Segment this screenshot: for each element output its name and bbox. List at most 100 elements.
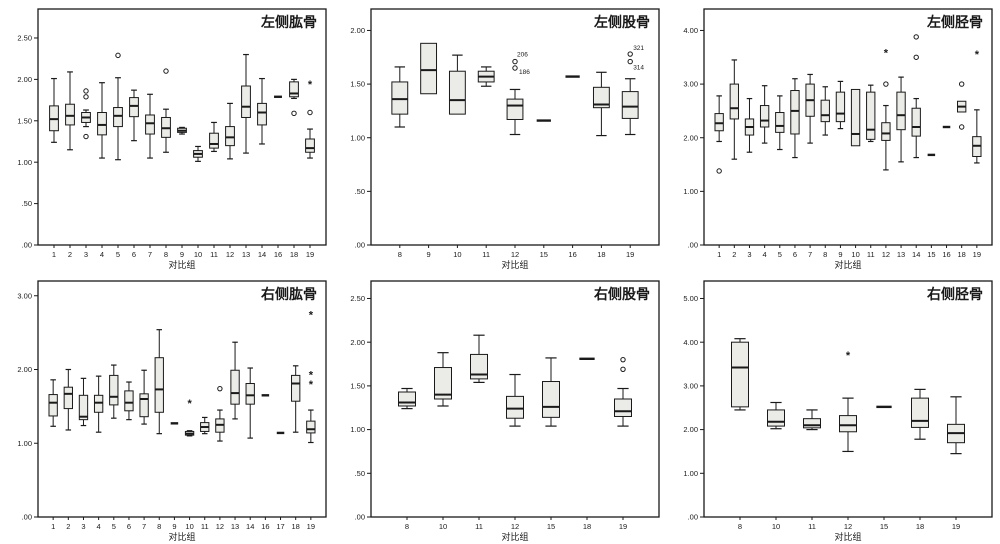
chart-title: 右侧胫骨 — [926, 286, 983, 302]
y-tick-label: .50 — [355, 469, 365, 478]
y-tick-label: 2.00 — [350, 26, 365, 35]
x-tick-label: 3 — [81, 522, 85, 531]
x-tick-label: 10 — [185, 522, 193, 531]
y-tick-label: 1.50 — [350, 381, 365, 390]
extreme-asterisk: * — [846, 350, 851, 362]
outlier-circle — [627, 51, 633, 57]
outlier-circle — [913, 34, 919, 40]
box — [506, 98, 524, 120]
outlier-circle — [83, 88, 89, 94]
x-tick-label: 11 — [808, 522, 816, 531]
box — [97, 112, 107, 136]
box — [850, 88, 861, 147]
extreme-asterisk: * — [884, 48, 889, 60]
x-tick-label: 16 — [274, 250, 282, 259]
box — [63, 386, 73, 410]
box — [592, 86, 610, 109]
x-tick-label: 14 — [912, 250, 920, 259]
chart-title: 左侧股骨 — [593, 14, 650, 30]
panel-right-femur: .00 .50 1.00 1.50 2.00 2.50 8 10 11 12 15 18 19 对比组 右侧… — [333, 272, 666, 544]
box — [245, 383, 255, 405]
chart-title: 左侧肱骨 — [260, 14, 317, 30]
x-tick-label: 8 — [738, 522, 742, 531]
x-tick-label: 13 — [231, 522, 239, 531]
x-tick-label: 2 — [732, 250, 736, 259]
box — [230, 369, 240, 405]
x-tick-label: 18 — [292, 522, 300, 531]
y-tick-label: .00 — [22, 241, 32, 250]
y-tick-label: 1.00 — [17, 158, 32, 167]
x-tick-label: 16 — [568, 250, 576, 259]
y-tick-label: 3.00 — [683, 381, 698, 390]
box — [129, 97, 139, 118]
x-tick-label: 15 — [880, 522, 888, 531]
outlier-circle — [307, 109, 313, 116]
x-axis-label: 对比组 — [168, 259, 195, 270]
box — [614, 398, 632, 417]
y-tick-label: 2.00 — [350, 338, 365, 347]
x-tick-label: 6 — [793, 250, 797, 259]
y-tick-label: 1.50 — [17, 116, 32, 125]
box — [803, 418, 821, 429]
x-tick-label: 10 — [439, 522, 447, 531]
outlier-circle — [83, 133, 89, 140]
x-tick-label: 18 — [597, 250, 605, 259]
x-axis-label: 对比组 — [501, 531, 528, 542]
x-tick-label: 19 — [952, 522, 960, 531]
y-tick-label: 5.00 — [683, 294, 698, 303]
box — [65, 103, 75, 126]
x-tick-label: 6 — [127, 522, 131, 531]
x-tick-label: 6 — [132, 250, 136, 259]
x-tick-label: 4 — [97, 522, 101, 531]
box — [257, 102, 267, 126]
y-tick-label: 1.00 — [17, 439, 32, 448]
panel-right-humerus: .00 1.00 2.00 3.00 1 2 3 4 5 6 7 8 9 10 * 11 12 13 14 16 17 1… — [0, 272, 333, 544]
x-tick-label: 18 — [583, 522, 591, 531]
box — [420, 42, 438, 95]
outlier-label: 206 — [517, 52, 528, 59]
x-tick-label: 12 — [511, 250, 519, 259]
x-tick-label: 9 — [838, 250, 842, 259]
x-tick-label: 8 — [405, 522, 409, 531]
y-tick-label: 1.00 — [683, 187, 698, 196]
box — [820, 99, 830, 123]
box — [398, 391, 416, 407]
chart-right-tibia: .00 1.00 2.00 3.00 4.00 5.00 8 10 11 12 * 15 18 19 对比组… — [683, 280, 993, 542]
x-tick-label: 2 — [68, 250, 72, 259]
outlier-circle — [627, 58, 633, 65]
outlier-circle — [115, 52, 121, 59]
y-tick-label: 3.00 — [683, 80, 698, 89]
chart-title: 右侧股骨 — [593, 286, 650, 302]
chart-title: 左侧胫骨 — [926, 14, 983, 30]
x-tick-label: 12 — [882, 250, 890, 259]
x-tick-label: 18 — [958, 250, 966, 259]
x-tick-label: 10 — [194, 250, 202, 259]
x-tick-label: 18 — [290, 250, 298, 259]
y-tick-label: 1.50 — [350, 80, 365, 89]
y-tick-label: 4.00 — [683, 26, 698, 35]
extreme-asterisk: * — [309, 310, 314, 322]
chart-left-tibia: .001.002.003.004.001 2 3 4 5 6 7 8 9 10 11 12*13 14 1… — [683, 8, 993, 270]
outlier-circle — [913, 54, 919, 60]
x-tick-label: 8 — [398, 250, 402, 259]
y-tick-label: .50 — [355, 187, 365, 196]
x-tick-label: 19 — [626, 250, 634, 259]
box — [714, 113, 724, 132]
x-tick-label: 12 — [511, 522, 519, 531]
x-tick-label: 13 — [242, 250, 250, 259]
box — [434, 367, 452, 400]
box — [542, 381, 560, 418]
outlier-circle — [716, 168, 722, 174]
outlier-circle — [958, 124, 965, 130]
outlier-circle — [512, 58, 518, 65]
x-tick-label: 17 — [276, 522, 284, 531]
outlier-circle — [83, 94, 89, 100]
x-tick-label: 1 — [51, 522, 55, 531]
x-axis-label: 对比组 — [168, 531, 195, 542]
chart-right-humerus: .001.002.003.001 2 3 4 5 6 7 8 9 10*11 12 13 14 16 17 1… — [17, 280, 327, 542]
x-tick-label: 1 — [717, 250, 721, 259]
x-tick-label: 7 — [808, 250, 812, 259]
x-tick-label: 15 — [547, 522, 555, 531]
x-tick-label: 7 — [142, 522, 146, 531]
